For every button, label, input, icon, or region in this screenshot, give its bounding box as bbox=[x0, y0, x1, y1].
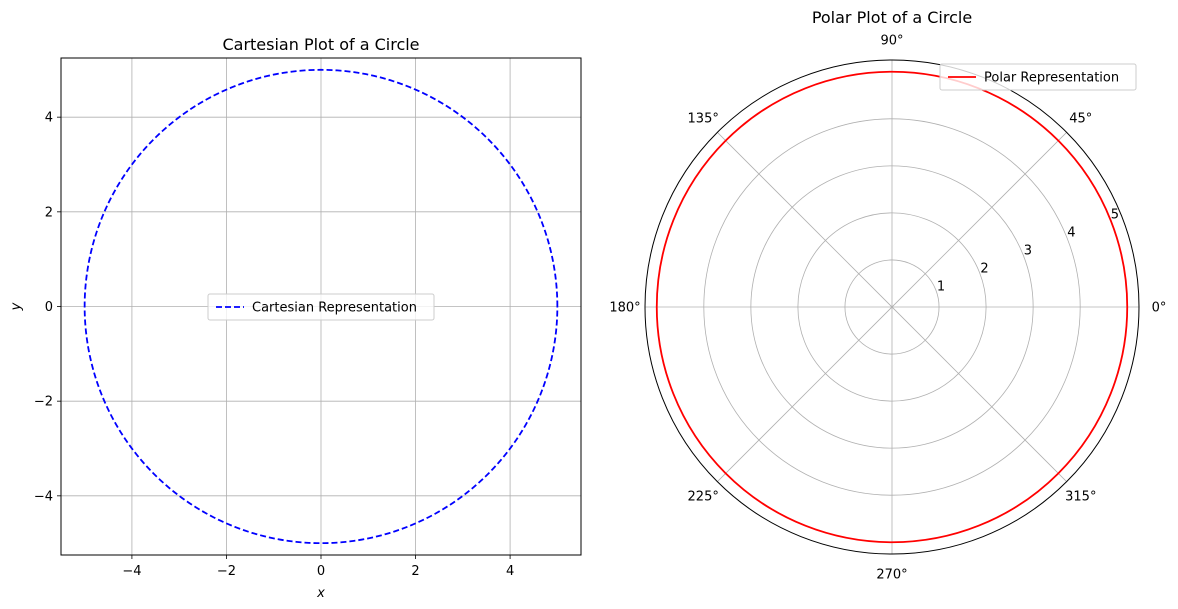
polar-radial-tick-label: 2 bbox=[980, 262, 988, 277]
polar-legend: Polar Representation bbox=[939, 63, 1137, 91]
cartesian-chart: Cartesian Plot of a Circle −4 −2 0 2 4 −4 −2 0… bbox=[9, 35, 582, 601]
polar-radial-tick-label: 5 bbox=[1111, 208, 1119, 223]
polar-radial-ticks: 1 2 3 4 5 bbox=[937, 208, 1119, 295]
polar-angle-tick-label: 0° bbox=[1152, 301, 1167, 316]
cartesian-x-axis-label: x bbox=[316, 586, 325, 601]
polar-grid bbox=[645, 60, 1139, 554]
cartesian-legend-label: Cartesian Representation bbox=[252, 301, 417, 316]
polar-angle-tick-label: 135° bbox=[688, 112, 719, 127]
cartesian-y-tick-label: 0 bbox=[45, 300, 53, 315]
cartesian-y-axis-label: y bbox=[9, 302, 24, 311]
cartesian-x-tick-label: 0 bbox=[317, 564, 325, 579]
cartesian-x-tick-label: −4 bbox=[122, 564, 141, 579]
polar-angle-tick-label: 90° bbox=[880, 34, 903, 49]
polar-legend-box bbox=[939, 63, 1137, 91]
cartesian-circle-series bbox=[83, 68, 559, 545]
polar-radial-tick-label: 1 bbox=[937, 280, 945, 295]
cartesian-legend-box bbox=[207, 293, 435, 321]
polar-angle-ticks: 0° 45° 90° 135° 180° 225° 270° 315° bbox=[609, 34, 1166, 583]
cartesian-title: Cartesian Plot of a Circle bbox=[222, 35, 419, 54]
polar-chart: Polar Plot of a Circle 1 2 3 4 5 0° 45° 90° 135… bbox=[609, 8, 1166, 583]
polar-angle-tick-label: 225° bbox=[688, 489, 719, 504]
polar-circle-series bbox=[655, 70, 1129, 544]
cartesian-y-tick-label: −2 bbox=[34, 395, 53, 410]
polar-title: Polar Plot of a Circle bbox=[812, 8, 972, 27]
cartesian-x-tick-label: 2 bbox=[411, 564, 419, 579]
polar-angle-gridline bbox=[717, 132, 1067, 482]
cartesian-legend: Cartesian Representation bbox=[207, 293, 435, 321]
cartesian-x-tick-label: −2 bbox=[217, 564, 236, 579]
polar-radial-tick-label: 3 bbox=[1024, 244, 1032, 259]
polar-legend-label: Polar Representation bbox=[984, 71, 1119, 86]
cartesian-y-ticks: −4 −2 0 2 4 bbox=[34, 111, 61, 504]
polar-angle-tick-label: 45° bbox=[1069, 112, 1092, 127]
cartesian-y-tick-label: −4 bbox=[34, 489, 53, 504]
cartesian-grid bbox=[61, 58, 581, 555]
polar-radial-tick-label: 4 bbox=[1067, 226, 1075, 241]
cartesian-y-tick-label: 2 bbox=[45, 205, 53, 220]
cartesian-x-ticks: −4 −2 0 2 4 bbox=[122, 555, 514, 579]
polar-angle-tick-label: 180° bbox=[609, 301, 640, 316]
polar-angle-tick-label: 270° bbox=[876, 568, 907, 583]
cartesian-x-tick-label: 4 bbox=[506, 564, 514, 579]
polar-outer-frame bbox=[644, 59, 1140, 555]
polar-angle-tick-label: 315° bbox=[1065, 489, 1096, 504]
cartesian-y-tick-label: 4 bbox=[45, 111, 53, 126]
